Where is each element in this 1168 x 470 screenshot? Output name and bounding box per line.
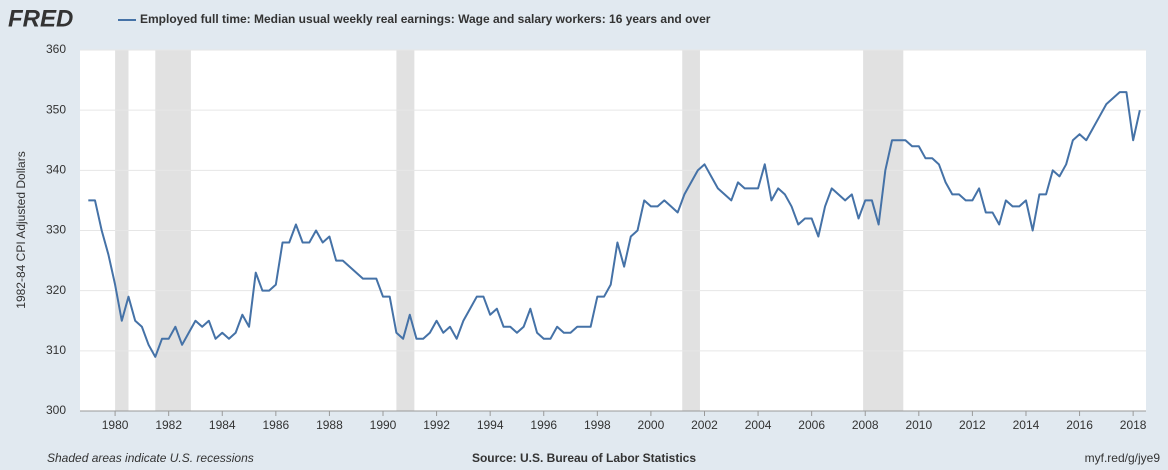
y-axis-label: 1982-84 CPI Adjusted Dollars	[14, 151, 28, 308]
source: Source: U.S. Bureau of Labor Statistics	[472, 451, 696, 465]
x-tick-label: 2002	[691, 418, 718, 432]
x-tick-label: 1990	[370, 418, 397, 432]
y-tick-label: 320	[46, 283, 66, 297]
y-tick-label: 330	[46, 223, 66, 237]
legend-label: Employed full time: Median usual weekly …	[140, 12, 711, 26]
x-tick-label: 1988	[316, 418, 343, 432]
link[interactable]: myf.red/g/jye9	[1085, 451, 1161, 465]
x-tick-label: 2004	[745, 418, 772, 432]
x-tick-label: 1986	[262, 418, 289, 432]
x-tick-label: 2018	[1120, 418, 1147, 432]
x-tick-label: 2014	[1013, 418, 1040, 432]
x-tick-label: 1982	[155, 418, 182, 432]
x-tick-label: 2012	[959, 418, 986, 432]
y-tick-label: 340	[46, 163, 66, 177]
data-line	[88, 91, 1141, 358]
x-tick-label: 2010	[905, 418, 932, 432]
logo: FRED	[8, 5, 73, 32]
x-tick-label: 1980	[102, 418, 129, 432]
x-tick-label: 1992	[423, 418, 450, 432]
x-tick-label: 2008	[852, 418, 879, 432]
x-tick-label: 1998	[584, 418, 611, 432]
y-tick-label: 310	[46, 343, 66, 357]
x-tick-label: 1996	[530, 418, 557, 432]
note: Shaded areas indicate U.S. recessions	[47, 451, 254, 465]
x-tick-label: 1984	[209, 418, 236, 432]
x-tick-label: 2000	[638, 418, 665, 432]
x-tick-label: 2016	[1066, 418, 1093, 432]
y-tick-label: 350	[46, 102, 66, 116]
x-tick-label: 2006	[798, 418, 825, 432]
y-tick-label: 360	[46, 42, 66, 56]
x-tick-label: 1994	[477, 418, 504, 432]
y-tick-label: 300	[46, 403, 66, 417]
